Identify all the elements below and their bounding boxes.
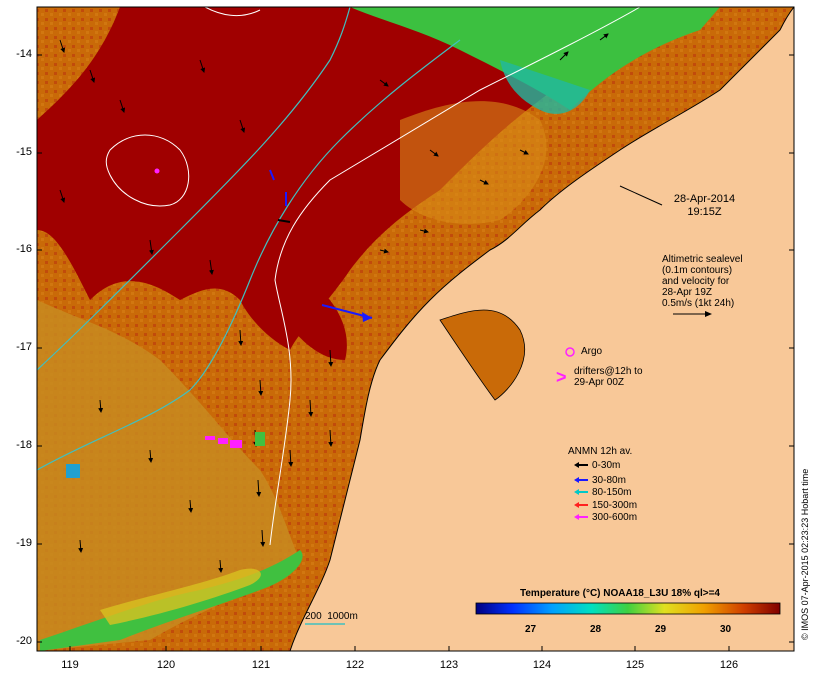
sealevel-contour-2 xyxy=(204,7,261,17)
drifters-line: drifters@12h to xyxy=(574,366,643,377)
anmn-legend-label: 30-80m xyxy=(592,475,626,486)
altimetry-note: Altimetric sealevel (0.1m contours) and … xyxy=(662,254,743,309)
anmn-legend-label: 80-150m xyxy=(592,487,632,498)
imos-credit: © IMOS 07-Apr-2015 02:23:23 Hobart time xyxy=(800,468,810,640)
x-tick-label: 120 xyxy=(156,659,176,671)
isobath-200m xyxy=(37,7,351,371)
x-tick-label: 121 xyxy=(251,659,271,671)
colorbar-tick: 29 xyxy=(655,624,667,635)
anmn-legend-label: 0-30m xyxy=(592,460,621,471)
argo-label: Argo xyxy=(581,346,603,357)
isobath-legend-label: 200 1000m xyxy=(305,611,358,622)
mid-sst-region xyxy=(400,101,547,224)
altimetry-line: 28-Apr 19Z xyxy=(662,287,713,298)
drifter-tracks xyxy=(154,168,242,448)
hot-sst-region xyxy=(37,7,640,350)
altimetry-line: (0.1m contours) xyxy=(662,265,733,276)
y-tick-label: -20 xyxy=(16,635,32,647)
y-tick-label: -17 xyxy=(16,341,32,353)
drifter-legend-icon: > xyxy=(556,367,567,387)
x-tick-label: 126 xyxy=(719,659,739,671)
cool-sst-patch-ne-2 xyxy=(500,60,590,114)
altimetry-line: and velocity for xyxy=(662,276,730,287)
x-tick-label: 124 xyxy=(532,659,552,671)
y-tick-label: -16 xyxy=(16,243,32,255)
argo-legend-icon xyxy=(565,347,575,357)
map-frame xyxy=(36,6,795,652)
anmn-legend-arrows xyxy=(574,462,588,520)
x-tick-label: 119 xyxy=(61,659,79,671)
datetime-label: 28-Apr-2014 19:15Z xyxy=(662,193,747,219)
colorbar-tick: 27 xyxy=(525,624,537,635)
colorbar-tick: 30 xyxy=(720,624,732,635)
anmn-legend-title: ANMN 12h av. xyxy=(568,446,633,457)
velocity-scale-arrow xyxy=(673,311,712,317)
axis-ticks xyxy=(37,54,794,651)
anmn-mooring-markers xyxy=(66,169,373,478)
colorbar-title: Temperature (°C) NOAA18_L3U 18% ql>=4 xyxy=(520,588,720,599)
drifters-note: drifters@12h to 29-Apr 00Z xyxy=(574,366,643,388)
velocity-arrows xyxy=(59,33,609,573)
yellow-sst-south xyxy=(100,568,261,625)
y-tick-label: -15 xyxy=(16,146,32,158)
gulf-inlet xyxy=(439,309,525,401)
sealevel-contour-eddy xyxy=(105,134,190,207)
y-tick-label: -14 xyxy=(16,48,32,60)
y-tick-label: -18 xyxy=(16,439,32,451)
isobath-1000m xyxy=(37,39,461,471)
altimetry-line: Altimetric sealevel xyxy=(662,254,743,265)
colorbar xyxy=(475,602,781,615)
x-tick-label: 122 xyxy=(345,659,365,671)
cool-sst-region xyxy=(37,300,300,651)
datetime-date: 28-Apr-2014 xyxy=(673,193,736,205)
x-tick-label: 125 xyxy=(625,659,645,671)
land-mass xyxy=(289,7,794,651)
sealevel-contour-1 xyxy=(269,7,641,546)
altimetry-line: 0.5m/s (1kt 24h) xyxy=(662,298,735,309)
colorbar-tick: 28 xyxy=(590,624,602,635)
y-tick-label: -19 xyxy=(16,537,32,549)
anmn-legend-label: 150-300m xyxy=(592,500,638,511)
datetime-time: 19:15Z xyxy=(687,206,722,218)
anmn-legend-label: 300-600m xyxy=(592,512,638,523)
drifters-line: 29-Apr 00Z xyxy=(574,377,625,388)
hot-sst-tongue xyxy=(250,240,347,360)
x-tick-label: 123 xyxy=(439,659,459,671)
datetime-leader-line xyxy=(619,185,663,206)
cool-sst-patch-ne xyxy=(350,7,720,110)
